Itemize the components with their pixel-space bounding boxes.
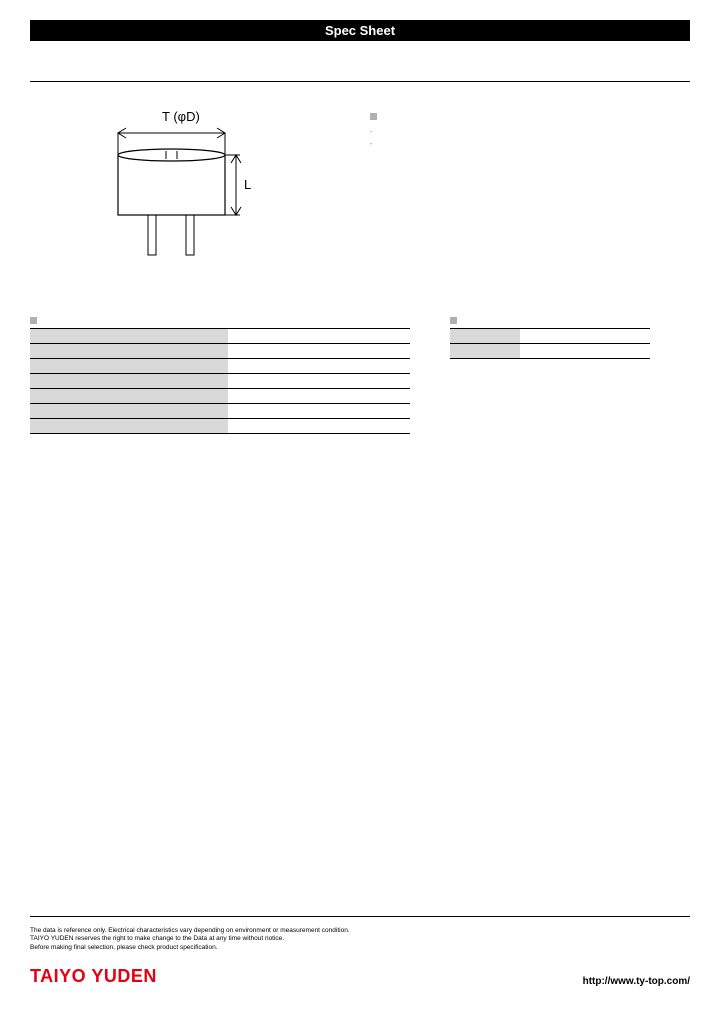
spec-value [228,374,410,389]
spec-value [228,419,410,434]
leg-left [148,215,156,255]
component-diagram-container: T (φD) L [30,107,330,287]
spec-label [30,374,228,389]
pack-head [450,344,520,359]
body-rect [118,155,225,215]
spec-value [228,344,410,359]
pack-value [520,329,650,344]
top-divider [30,81,690,82]
brand-logo: TAIYO YUDEN [30,966,157,987]
footer-url: http://www.ty-top.com/ [583,976,690,987]
spec-table [30,328,410,434]
spec-label [30,359,228,374]
component-diagram: T (φD) L [100,107,320,287]
footer-divider [30,916,690,917]
section-marker-icon [30,317,37,324]
pack-head [450,329,520,344]
disclaimer-line: The data is reference only. Electrical c… [30,927,690,935]
packaging-table-heading [450,317,650,324]
spec-label [30,329,228,344]
spec-value [228,404,410,419]
footer-bottom-row: TAIYO YUDEN http://www.ty-top.com/ [30,966,690,987]
section-marker-icon [370,113,377,120]
page-title-text: Spec Sheet [325,23,395,38]
leg-right [186,215,194,255]
dim-label-T: T (φD) [162,109,200,124]
packaging-table-section [450,317,650,359]
pack-value [520,344,650,359]
spec-table-section [30,317,410,434]
spec-label [30,389,228,404]
spec-value [228,359,410,374]
body-top-ellipse [118,149,225,161]
disclaimer-line: TAIYO YUDEN reserves the right to make c… [30,935,690,943]
section-marker-icon [450,317,457,324]
features-heading [370,112,690,121]
disclaimer: The data is reference only. Electrical c… [30,927,690,952]
spec-value [228,389,410,404]
tables-row [30,317,690,434]
disclaimer-line: Before making final selection, please ch… [30,944,690,952]
packaging-table [450,328,650,359]
spec-label [30,344,228,359]
upper-section: T (φD) L [30,107,690,287]
spec-table-heading [30,317,410,324]
features-section [370,107,690,287]
page-title-bar: Spec Sheet [30,20,690,41]
spec-label [30,419,228,434]
spec-value [228,329,410,344]
spec-label [30,404,228,419]
dim-label-L: L [244,177,251,192]
page-footer: The data is reference only. Electrical c… [30,916,690,987]
